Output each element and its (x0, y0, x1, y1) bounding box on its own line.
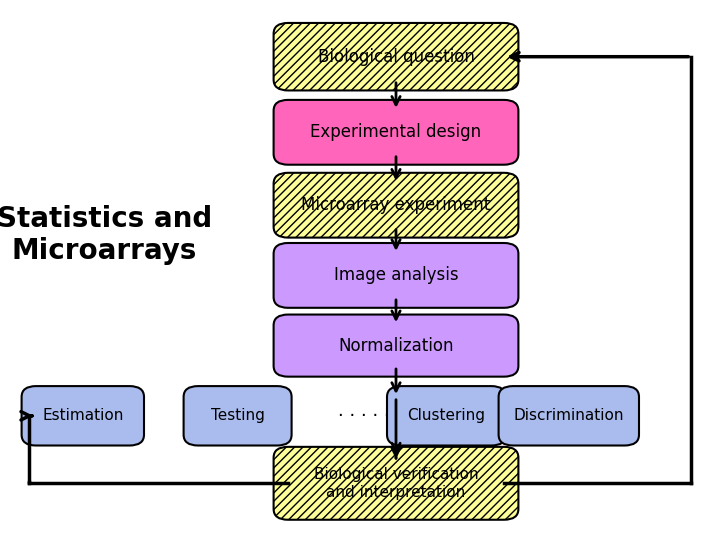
FancyBboxPatch shape (274, 23, 518, 90)
FancyBboxPatch shape (498, 386, 639, 445)
Text: Image analysis: Image analysis (333, 266, 459, 285)
FancyBboxPatch shape (387, 386, 505, 445)
Text: Experimental design: Experimental design (310, 123, 482, 141)
FancyBboxPatch shape (274, 173, 518, 238)
Text: Discrimination: Discrimination (513, 408, 624, 423)
Text: Clustering: Clustering (408, 408, 485, 423)
FancyBboxPatch shape (274, 243, 518, 308)
FancyBboxPatch shape (184, 386, 292, 445)
Text: Microarray experiment: Microarray experiment (302, 196, 490, 214)
Text: · · · · ·: · · · · · (338, 407, 390, 425)
Text: Testing: Testing (211, 408, 264, 423)
Text: Estimation: Estimation (42, 408, 124, 423)
FancyBboxPatch shape (274, 447, 518, 519)
Text: Biological verification
and interpretation: Biological verification and interpretati… (314, 467, 478, 500)
FancyBboxPatch shape (274, 314, 518, 377)
Text: Biological question: Biological question (318, 48, 474, 66)
Text: Normalization: Normalization (338, 336, 454, 355)
Text: Statistics and
Microarrays: Statistics and Microarrays (0, 205, 212, 265)
FancyBboxPatch shape (22, 386, 144, 445)
FancyBboxPatch shape (274, 100, 518, 165)
